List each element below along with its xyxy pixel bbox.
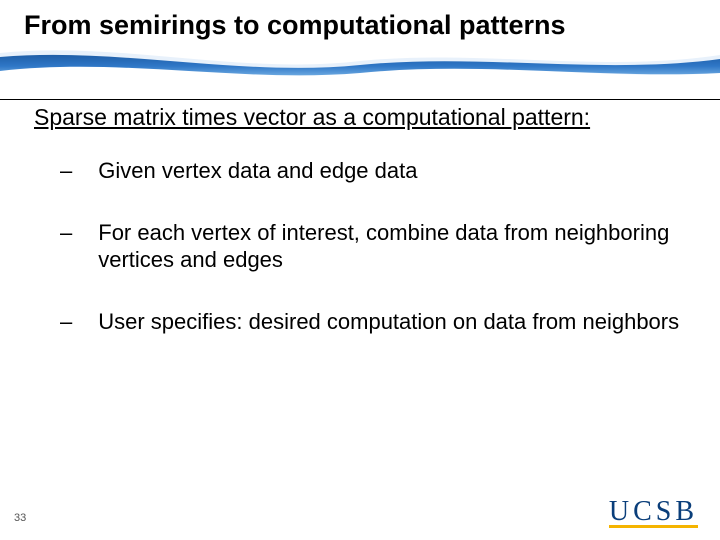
bullet-text: User specifies: desired computation on d… — [98, 308, 680, 336]
bullet-marker: – — [60, 308, 72, 336]
page-number: 33 — [14, 512, 26, 524]
list-item: – User specifies: desired computation on… — [60, 308, 680, 336]
subtitle: Sparse matrix times vector as a computat… — [34, 104, 680, 131]
slide-title: From semirings to computational patterns — [24, 10, 720, 41]
divider — [0, 99, 720, 100]
wave-icon — [0, 47, 720, 81]
bullet-marker: – — [60, 157, 72, 185]
bullet-text: Given vertex data and edge data — [98, 157, 680, 185]
logo-text: UCSB — [609, 496, 698, 528]
bullet-marker: – — [60, 219, 72, 274]
list-item: – Given vertex data and edge data — [60, 157, 680, 185]
bullet-text: For each vertex of interest, combine dat… — [98, 219, 680, 274]
list-item: – For each vertex of interest, combine d… — [60, 219, 680, 274]
bullet-list: – Given vertex data and edge data – For … — [34, 157, 680, 335]
title-bar: From semirings to computational patterns — [0, 0, 720, 47]
content-area: Sparse matrix times vector as a computat… — [0, 104, 720, 335]
slide: From semirings to computational patterns… — [0, 0, 720, 540]
header-decor — [0, 47, 720, 81]
logo: UCSB — [609, 496, 698, 528]
